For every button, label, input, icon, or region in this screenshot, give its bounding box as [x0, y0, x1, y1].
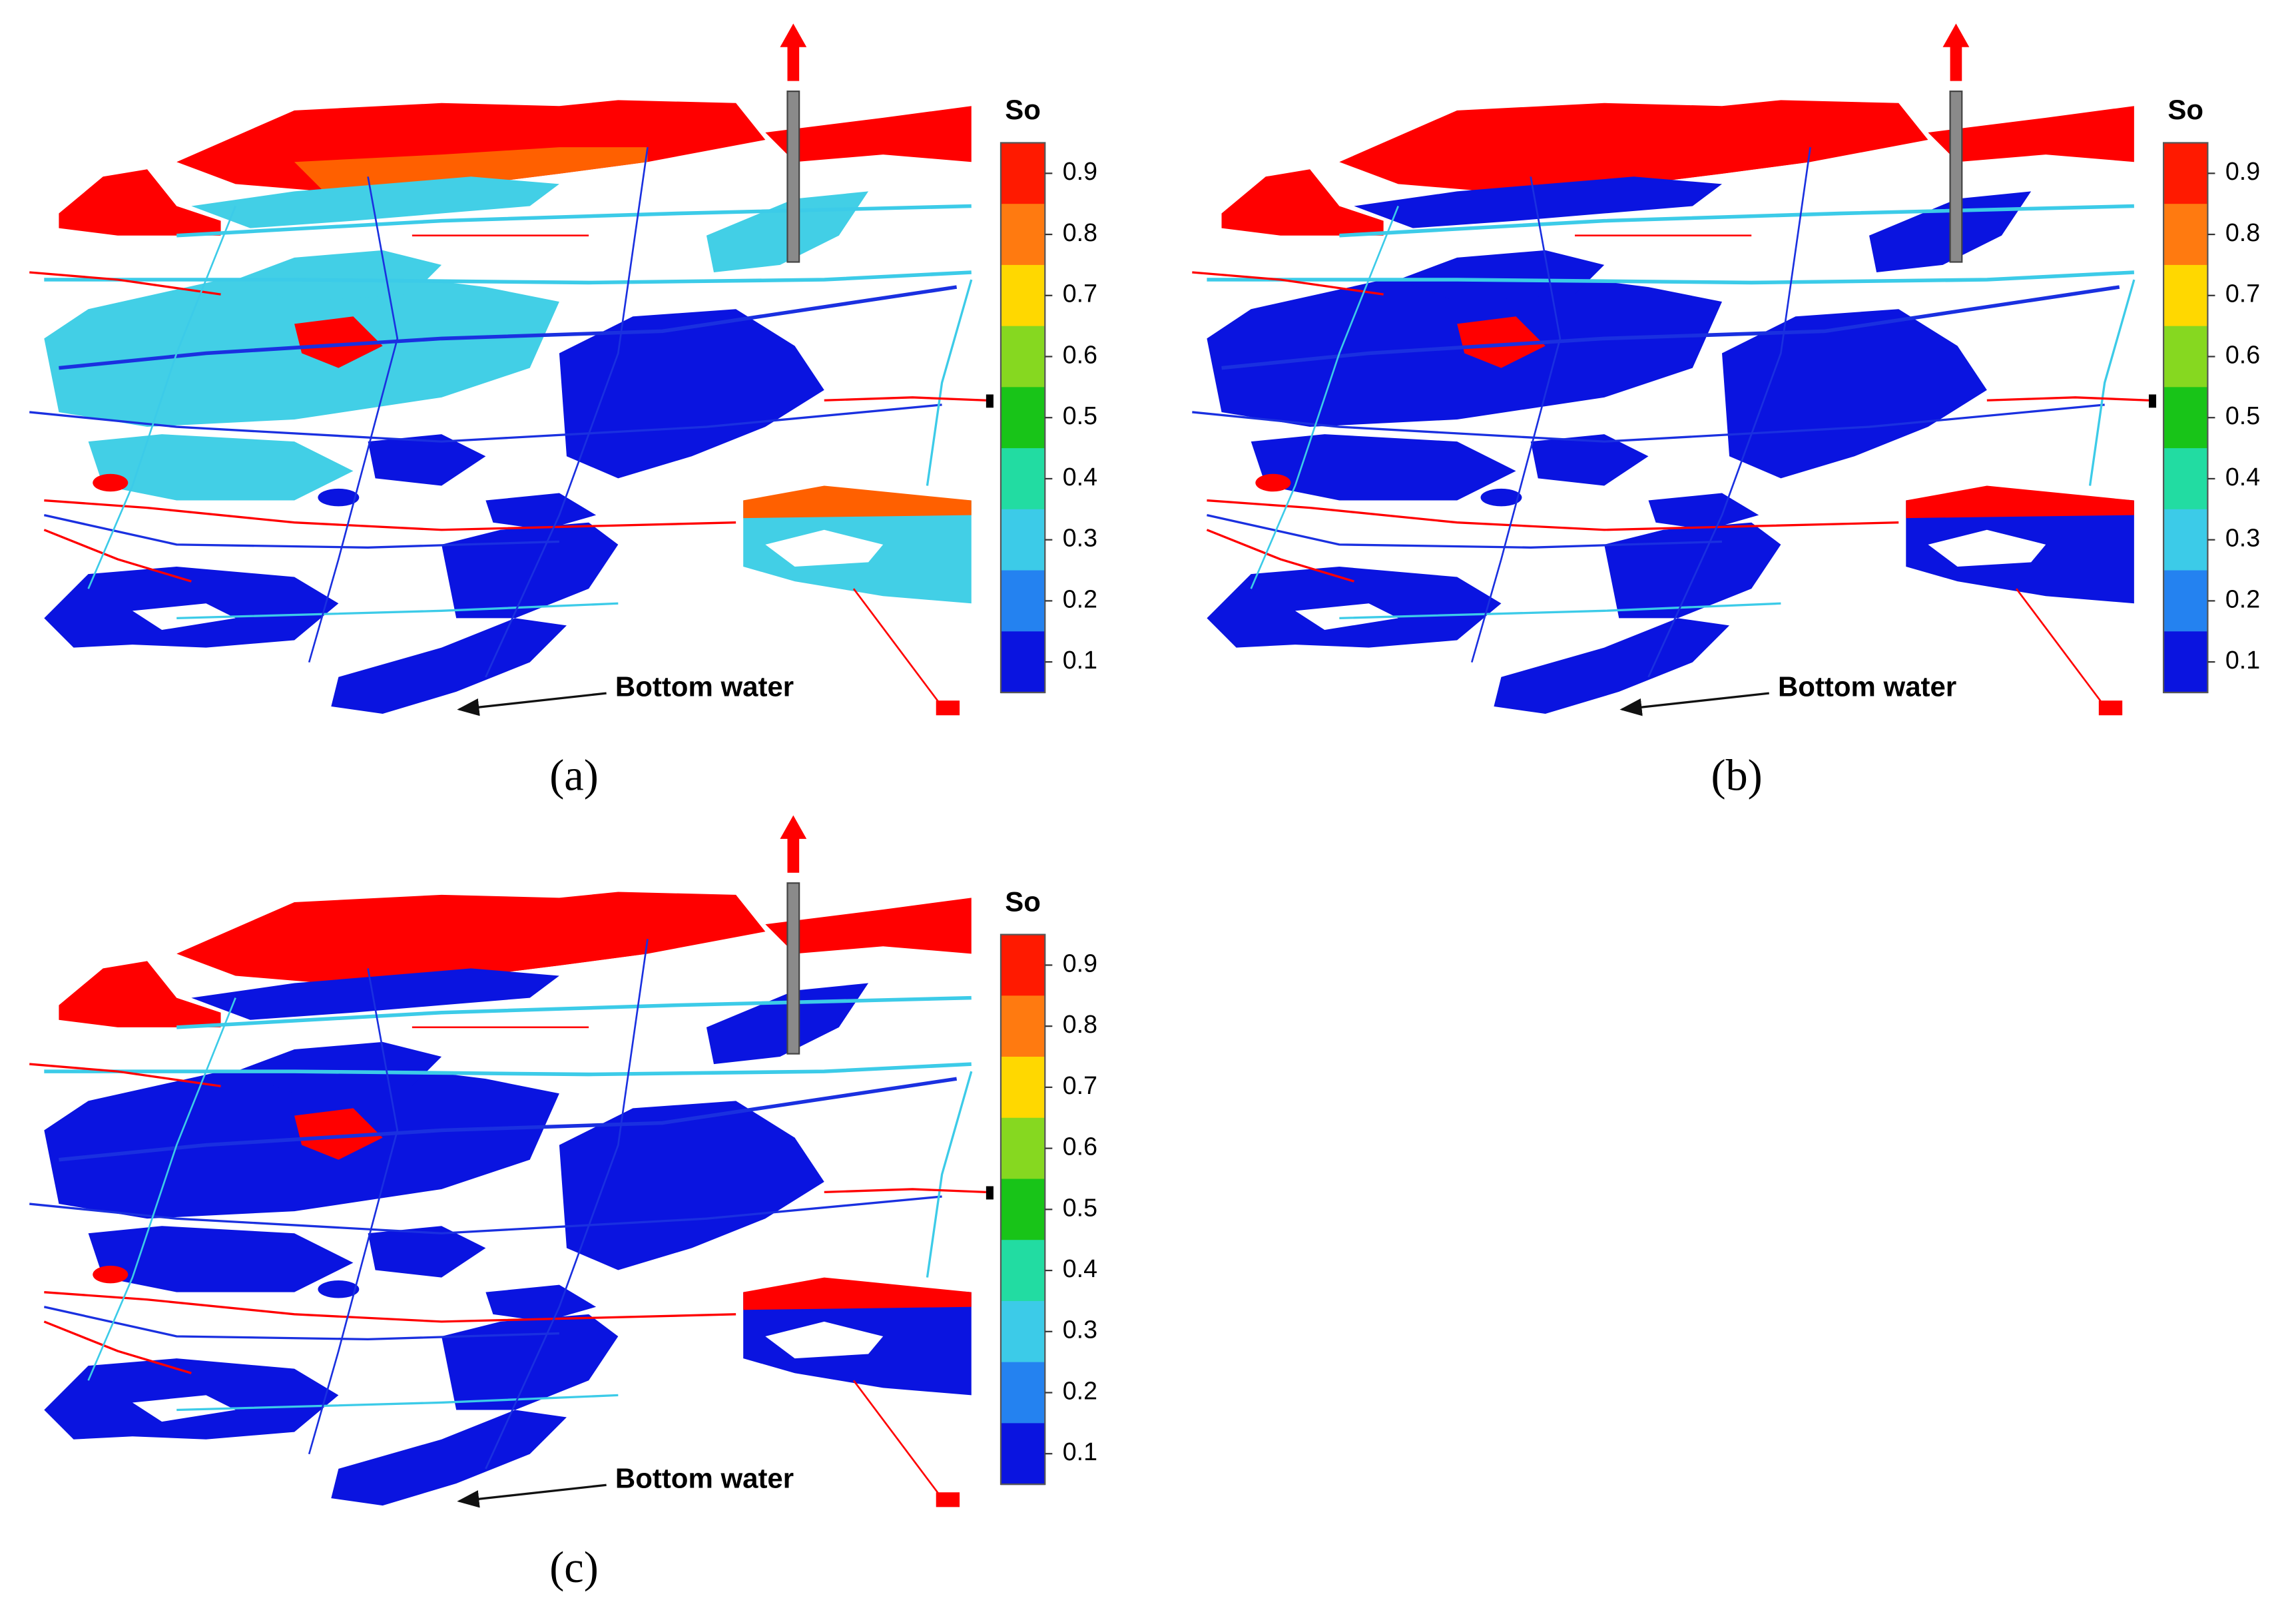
colorbar-bin: [1000, 264, 1045, 327]
tick-label: 0.8: [1063, 218, 1097, 246]
tick-label: 0.4: [2225, 463, 2260, 491]
colorbar-bin: [1000, 1117, 1045, 1180]
tick-label: 0.7: [1063, 1071, 1097, 1099]
tick-label: 0.9: [1063, 157, 1097, 185]
tick-label: 0.3: [2225, 524, 2260, 552]
tick-label: 0.5: [1063, 1193, 1097, 1221]
tick-label: 0.8: [2225, 218, 2260, 246]
tick-label: 0.6: [1063, 1133, 1097, 1161]
colorbar-bin: [1000, 509, 1045, 571]
saturation-map: [1192, 23, 2156, 715]
colorbar-bin: [2163, 142, 2208, 205]
tick-label: 0.4: [1063, 463, 1097, 491]
colorbar-title: So: [1005, 886, 1041, 917]
colorbar-bin: [1000, 204, 1045, 266]
annotation: Bottom water: [1778, 671, 1956, 702]
colorbar-bin: [1000, 995, 1045, 1058]
tick-label: 0.7: [2225, 280, 2260, 308]
tick-label: 0.1: [2225, 646, 2260, 674]
annotation-arrow: [457, 1483, 607, 1508]
tick-label: 0.6: [1063, 340, 1097, 368]
colorbar-bin: [1000, 387, 1045, 449]
colorbar-bin: [1000, 1057, 1045, 1119]
colorbar-title: So: [2167, 94, 2203, 125]
colorbar-bin: [2163, 570, 2208, 633]
colorbar-bin: [2163, 204, 2208, 266]
annotation-arrow: [1619, 692, 1769, 716]
panel-label: (c): [549, 1543, 599, 1592]
tick-label: 0.1: [1063, 1438, 1097, 1466]
saturation-map: [29, 816, 994, 1507]
tick-label: 0.8: [1063, 1010, 1097, 1038]
colorbar-bin: [2163, 631, 2208, 694]
colorbar-bin: [2163, 509, 2208, 571]
tick-label: 0.2: [2225, 585, 2260, 613]
tick-label: 0.6: [2225, 340, 2260, 368]
tick-label: 0.4: [1063, 1254, 1097, 1282]
annotation-arrow: [457, 692, 607, 716]
colorbar-bin: [2163, 387, 2208, 449]
colorbar-bin: [1000, 934, 1045, 997]
tick-label: 0.9: [1063, 949, 1097, 977]
tick-label: 0.2: [1063, 585, 1097, 613]
tick-label: 0.7: [1063, 280, 1097, 308]
colorbar-bin: [2163, 264, 2208, 327]
tick-label: 0.2: [1063, 1376, 1097, 1404]
panel-label: (b): [1711, 752, 1762, 800]
colorbar-bin: [1000, 1423, 1045, 1485]
tick-label: 0.1: [1063, 646, 1097, 674]
tick-label: 0.3: [1063, 1316, 1097, 1344]
tick-label: 0.3: [1063, 524, 1097, 552]
colorbar-bin: [2163, 448, 2208, 510]
colorbar-bin: [1000, 142, 1045, 205]
tick-label: 0.9: [2225, 157, 2260, 185]
colorbar-bin: [1000, 326, 1045, 388]
colorbar-bin: [1000, 448, 1045, 510]
colorbar-title: So: [1005, 94, 1041, 125]
annotation: Bottom water: [615, 671, 794, 702]
annotation: Bottom water: [615, 1463, 794, 1494]
colorbar-bin: [1000, 631, 1045, 694]
panel-label: (a): [549, 752, 599, 800]
saturation-map: [29, 23, 994, 715]
colorbar-bin: [2163, 326, 2208, 388]
colorbar-bin: [1000, 570, 1045, 633]
colorbar-bin: [1000, 1362, 1045, 1424]
colorbar-bin: [1000, 1179, 1045, 1241]
tick-label: 0.5: [2225, 402, 2260, 429]
tick-label: 0.5: [1063, 402, 1097, 429]
colorbar-bin: [1000, 1240, 1045, 1302]
colorbar-bin: [1000, 1300, 1045, 1363]
